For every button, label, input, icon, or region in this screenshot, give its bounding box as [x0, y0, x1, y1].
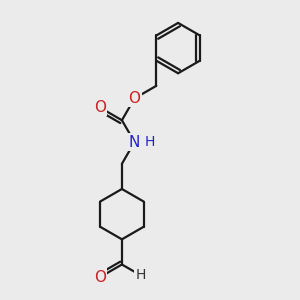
Text: H: H: [144, 135, 155, 149]
Text: H: H: [135, 268, 146, 282]
Text: N: N: [129, 134, 140, 149]
Text: O: O: [94, 100, 106, 115]
Text: O: O: [94, 270, 106, 285]
Text: O: O: [128, 91, 140, 106]
